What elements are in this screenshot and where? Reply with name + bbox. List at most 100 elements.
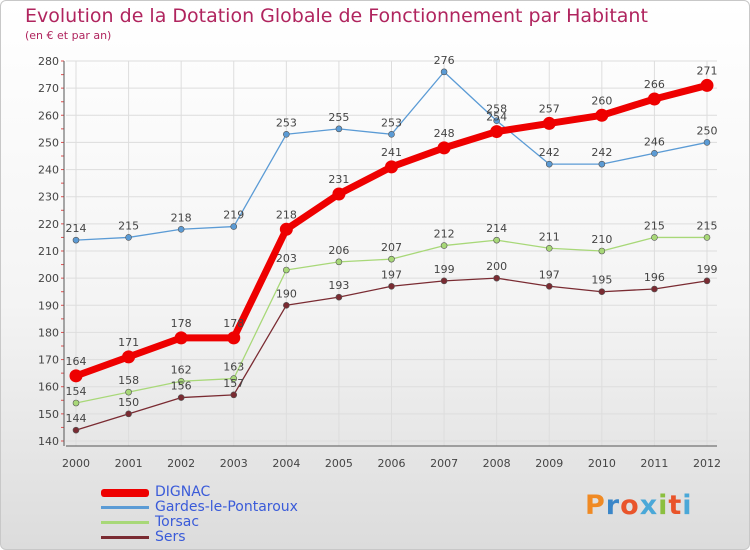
x-tick-label: 2011 bbox=[640, 457, 668, 470]
y-tick-label: 140 bbox=[38, 435, 59, 448]
data-point bbox=[493, 236, 500, 244]
data-label: 218 bbox=[171, 211, 192, 224]
data-point bbox=[125, 388, 132, 396]
x-tick-label: 2009 bbox=[535, 457, 563, 470]
data-point bbox=[703, 277, 711, 285]
data-label: 190 bbox=[276, 287, 297, 300]
data-point bbox=[598, 247, 606, 255]
data-point bbox=[177, 377, 185, 385]
data-point bbox=[177, 394, 185, 401]
data-label: 241 bbox=[381, 146, 402, 159]
data-label: 260 bbox=[591, 94, 612, 107]
legend-item-torsac: Torsac bbox=[101, 515, 298, 530]
y-tick-label: 150 bbox=[38, 408, 59, 421]
data-label: 253 bbox=[381, 116, 402, 129]
data-point bbox=[125, 410, 132, 418]
data-label: 212 bbox=[434, 228, 455, 241]
data-label: 254 bbox=[486, 111, 507, 124]
y-tick-label: 200 bbox=[38, 272, 59, 285]
data-label: 178 bbox=[223, 317, 244, 330]
logo-letter: i bbox=[658, 490, 669, 521]
legend-label-torsac: Torsac bbox=[155, 514, 200, 530]
data-label: 255 bbox=[328, 111, 349, 124]
data-point bbox=[703, 234, 711, 241]
data-point bbox=[700, 78, 714, 92]
data-point bbox=[598, 288, 606, 296]
data-label: 271 bbox=[697, 64, 718, 77]
x-tick-label: 2002 bbox=[167, 457, 195, 470]
logo-letter: x bbox=[639, 490, 659, 521]
y-tick-label: 240 bbox=[38, 164, 59, 177]
data-label: 210 bbox=[591, 233, 612, 246]
data-label: 197 bbox=[539, 268, 560, 281]
data-point bbox=[335, 125, 343, 133]
data-point bbox=[440, 242, 448, 249]
x-tick-label: 2004 bbox=[272, 457, 300, 470]
data-point bbox=[490, 125, 504, 139]
legend: DIGNAC Gardes-le-Pontaroux Torsac Sers bbox=[101, 485, 298, 545]
logo-letter: i bbox=[682, 490, 693, 521]
data-point bbox=[440, 277, 448, 285]
y-tick-label: 260 bbox=[38, 109, 59, 122]
data-label: 171 bbox=[118, 336, 139, 349]
legend-swatch-dignac bbox=[101, 488, 149, 497]
data-label: 196 bbox=[644, 271, 665, 284]
logo-letter: o bbox=[620, 490, 640, 521]
data-point bbox=[69, 369, 83, 383]
data-label: 199 bbox=[434, 263, 455, 276]
data-point bbox=[542, 116, 556, 130]
legend-label-sers: Sers bbox=[155, 529, 186, 545]
data-label: 163 bbox=[223, 361, 244, 374]
data-label: 207 bbox=[381, 241, 402, 254]
x-tick-label: 2008 bbox=[483, 457, 511, 470]
legend-label-gardes: Gardes-le-Pontaroux bbox=[155, 499, 298, 515]
data-point bbox=[122, 350, 136, 364]
x-tick-label: 2000 bbox=[62, 457, 90, 470]
data-label: 158 bbox=[118, 374, 139, 387]
proxiti-logo: Proxiti bbox=[585, 490, 693, 521]
data-point bbox=[651, 285, 658, 293]
legend-item-sers: Sers bbox=[101, 530, 298, 545]
data-label: 157 bbox=[223, 377, 244, 390]
data-label: 178 bbox=[171, 317, 192, 330]
x-tick-label: 2006 bbox=[378, 457, 406, 470]
x-tick-label: 2010 bbox=[588, 457, 616, 470]
x-tick-label: 2001 bbox=[115, 457, 143, 470]
data-label: 248 bbox=[434, 127, 455, 140]
data-label: 218 bbox=[276, 208, 297, 221]
data-label: 199 bbox=[697, 263, 718, 276]
x-tick-label: 2003 bbox=[220, 457, 248, 470]
data-label: 214 bbox=[486, 222, 507, 235]
data-label: 276 bbox=[434, 54, 455, 67]
data-label: 219 bbox=[223, 209, 244, 222]
data-label: 211 bbox=[539, 230, 560, 243]
data-point bbox=[493, 117, 500, 125]
data-label: 150 bbox=[118, 396, 139, 409]
data-label: 253 bbox=[276, 116, 297, 129]
data-point bbox=[174, 331, 188, 345]
data-point bbox=[125, 234, 132, 241]
data-label: 193 bbox=[328, 279, 349, 292]
logo-letter: t bbox=[668, 490, 683, 521]
data-point bbox=[437, 141, 451, 155]
data-point bbox=[647, 92, 661, 106]
data-point bbox=[72, 236, 80, 244]
y-tick-label: 220 bbox=[38, 218, 59, 231]
y-tick-label: 280 bbox=[38, 55, 59, 68]
data-label: 203 bbox=[276, 252, 297, 265]
data-label: 156 bbox=[171, 380, 192, 393]
data-point bbox=[595, 108, 609, 122]
data-point bbox=[493, 274, 500, 282]
data-point bbox=[230, 375, 238, 382]
data-point bbox=[545, 244, 553, 252]
data-label: 215 bbox=[118, 219, 139, 232]
data-label: 206 bbox=[328, 244, 349, 257]
data-label: 162 bbox=[171, 363, 192, 376]
chart-title: Evolution de la Dotation Globale de Fonc… bbox=[25, 5, 648, 27]
data-point bbox=[703, 139, 711, 146]
data-point bbox=[230, 223, 238, 230]
data-label: 258 bbox=[486, 103, 507, 116]
x-tick-label: 2005 bbox=[325, 457, 353, 470]
